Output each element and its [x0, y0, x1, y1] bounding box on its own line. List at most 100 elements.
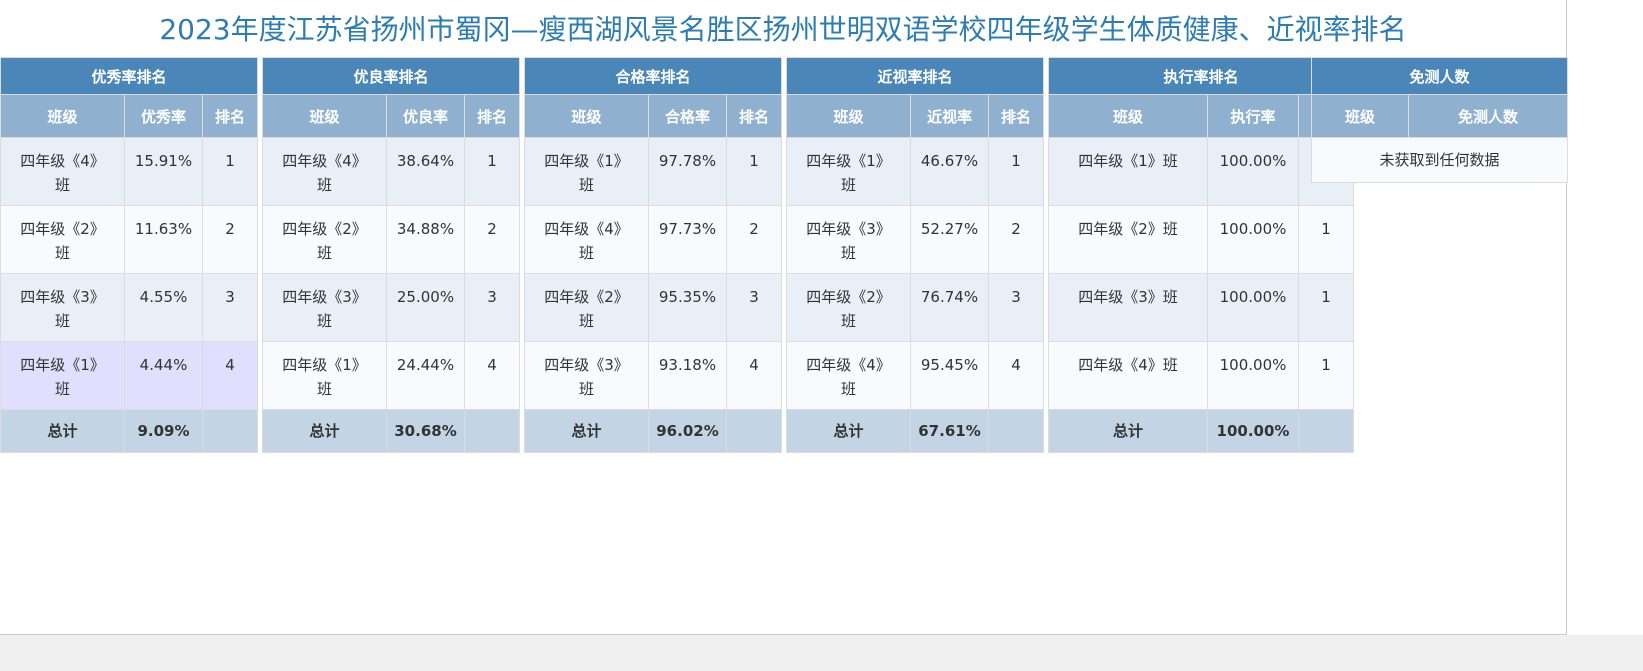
rank-cell: 1: [201, 137, 259, 206]
table-row: 四年级《3》班 52.27% 2: [786, 205, 1045, 274]
table-row: 四年级《4》班 38.64% 1: [262, 137, 521, 206]
ranking-table: 合格率排名 班级 合格率 排名 四年级《1》班 97.78% 1 四年级《4》班 97.73% 2…: [523, 57, 783, 453]
column-header: 合格率: [648, 94, 727, 138]
column-header: 优秀率: [124, 94, 203, 138]
rank-cell: 4: [987, 341, 1045, 410]
header-row: 班级 近视率 排名: [786, 94, 1045, 138]
total-rank: [1297, 409, 1355, 453]
table-row: 四年级《2》班 76.74% 3: [786, 273, 1045, 342]
total-label: 总计: [524, 409, 649, 453]
class-cell: 四年级《3》班: [1048, 273, 1208, 342]
rate-cell: 93.18%: [648, 341, 727, 410]
rank-cell: 2: [987, 205, 1045, 274]
total-label: 总计: [1048, 409, 1208, 453]
table-title-row: 合格率排名: [523, 57, 783, 95]
table-title-row: 优秀率排名: [0, 57, 259, 95]
column-header: 班级: [1311, 94, 1409, 138]
table-title: 优秀率排名: [0, 57, 259, 95]
rank-cell: 2: [725, 205, 783, 274]
table-row: 四年级《3》班 93.18% 4: [524, 341, 783, 410]
class-cell: 四年级《4》班: [1048, 341, 1208, 410]
table-row: 四年级《4》班 95.45% 4: [786, 341, 1045, 410]
rank-cell: 1: [1297, 273, 1355, 342]
total-label: 总计: [0, 409, 125, 453]
column-header: 班级: [262, 94, 387, 138]
total-value: 9.09%: [124, 409, 203, 453]
header-row: 班级执行率排名: [1048, 94, 1355, 138]
table-title-row: 近视率排名: [785, 57, 1045, 95]
rate-cell: 100.00%: [1207, 341, 1299, 410]
table-title-row: 优良率排名: [261, 57, 521, 95]
total-row: 总计 96.02%: [524, 409, 783, 453]
table-row: 四年级《2》班 11.63% 2: [0, 205, 259, 274]
rank-cell: 4: [201, 341, 259, 410]
empty-message: 未获取到任何数据: [1310, 137, 1569, 183]
total-value: 96.02%: [648, 409, 727, 453]
rank-cell: 4: [463, 341, 521, 410]
class-cell: 四年级《3》班: [524, 341, 649, 410]
table-title: 近视率排名: [785, 57, 1045, 95]
column-header: 班级: [524, 94, 649, 138]
class-cell: 四年级《3》班: [262, 273, 387, 342]
class-cell: 四年级《2》班: [786, 273, 911, 342]
class-cell: 四年级《2》班: [262, 205, 387, 274]
total-label: 总计: [786, 409, 911, 453]
rate-cell: 100.00%: [1207, 205, 1299, 274]
table-title: 免测人数: [1310, 57, 1569, 95]
table-row: 四年级《1》班 4.44% 4: [0, 341, 259, 410]
total-row: 总计 30.68%: [262, 409, 521, 453]
column-header: 班级: [1048, 94, 1208, 138]
header-row: 班级 合格率 排名: [524, 94, 783, 138]
column-header: 排名: [463, 94, 521, 138]
rate-cell: 25.00%: [386, 273, 465, 342]
class-cell: 四年级《1》班: [0, 341, 125, 410]
table-row: 四年级《3》班 25.00% 3: [262, 273, 521, 342]
rate-cell: 95.45%: [910, 341, 989, 410]
rank-cell: 1: [463, 137, 521, 206]
rank-cell: 3: [463, 273, 521, 342]
column-header: 近视率: [910, 94, 989, 138]
rate-cell: 4.55%: [124, 273, 203, 342]
header-row: 班级 优良率 排名: [262, 94, 521, 138]
ranking-table: 近视率排名 班级 近视率 排名 四年级《1》班 46.67% 1 四年级《3》班 52.27% 2…: [785, 57, 1045, 453]
header-row: 班级 优秀率 排名: [0, 94, 259, 138]
rate-cell: 97.78%: [648, 137, 727, 206]
rank-cell: 1: [987, 137, 1045, 206]
total-value: 67.61%: [910, 409, 989, 453]
ranking-table: 优良率排名 班级 优良率 排名 四年级《4》班 38.64% 1 四年级《2》班 34.88% 2…: [261, 57, 521, 453]
rank-cell: 2: [201, 205, 259, 274]
table-row: 四年级《1》班 24.44% 4: [262, 341, 521, 410]
table-row: 四年级《4》班 97.73% 2: [524, 205, 783, 274]
header-row: 班级 免测人数: [1311, 94, 1569, 138]
table-title-row: 执行率排名: [1047, 57, 1355, 95]
column-header: 班级: [0, 94, 125, 138]
rate-cell: 38.64%: [386, 137, 465, 206]
column-header: 执行率: [1207, 94, 1299, 138]
table-row: 四年级《3》班 100.00% 1: [1048, 273, 1355, 342]
class-cell: 四年级《1》班: [262, 341, 387, 410]
rank-cell: 3: [725, 273, 783, 342]
column-header: 排名: [725, 94, 783, 138]
class-cell: 四年级《2》班: [524, 273, 649, 342]
rank-cell: 3: [201, 273, 259, 342]
rate-cell: 100.00%: [1207, 273, 1299, 342]
rate-cell: 52.27%: [910, 205, 989, 274]
horizontal-scrollbar[interactable]: [0, 635, 1643, 671]
table-title: 优良率排名: [261, 57, 521, 95]
class-cell: 四年级《3》班: [0, 273, 125, 342]
column-header: 排名: [201, 94, 259, 138]
ranking-table: 优秀率排名 班级 优秀率 排名 四年级《4》班 15.91% 1 四年级《2》班 11.63% 2…: [0, 57, 259, 453]
rate-cell: 24.44%: [386, 341, 465, 410]
class-cell: 四年级《3》班: [786, 205, 911, 274]
page-title: 2023年度江苏省扬州市蜀冈—瘦西湖风景名胜区扬州世明双语学校四年级学生体质健康…: [159, 13, 1407, 46]
class-cell: 四年级《4》班: [524, 205, 649, 274]
rate-cell: 100.00%: [1207, 137, 1299, 206]
class-cell: 四年级《4》班: [0, 137, 125, 206]
total-label: 总计: [262, 409, 387, 453]
rate-cell: 46.67%: [910, 137, 989, 206]
rate-cell: 34.88%: [386, 205, 465, 274]
rate-cell: 95.35%: [648, 273, 727, 342]
class-cell: 四年级《1》班: [524, 137, 649, 206]
rate-cell: 11.63%: [124, 205, 203, 274]
